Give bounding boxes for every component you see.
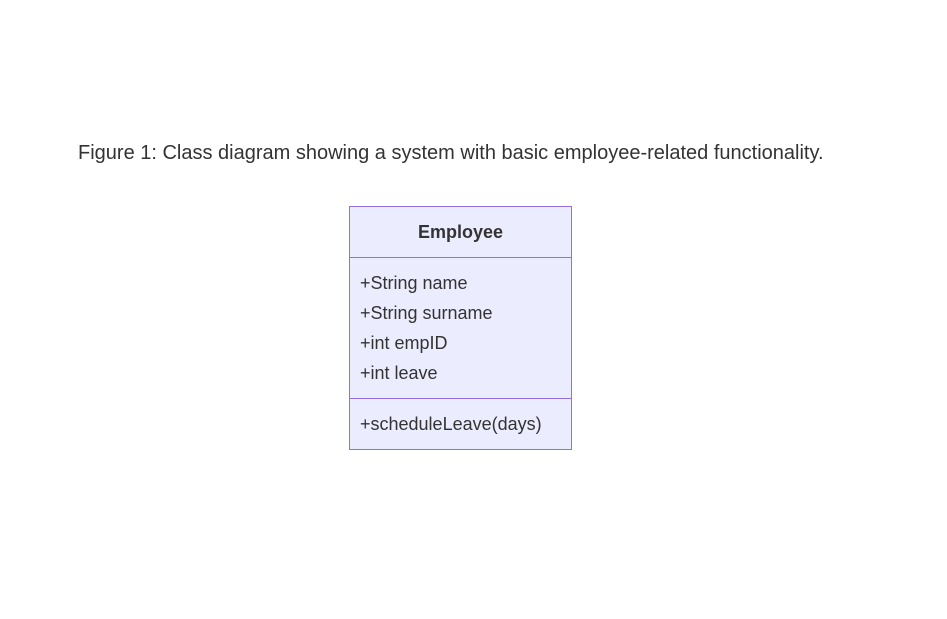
uml-class-title-section: Employee bbox=[350, 207, 571, 258]
uml-method: +scheduleLeave(days) bbox=[360, 409, 561, 439]
uml-attribute: +int empID bbox=[360, 328, 561, 358]
uml-class-name: Employee bbox=[360, 217, 561, 247]
uml-class-methods-section: +scheduleLeave(days) bbox=[350, 399, 571, 449]
uml-class-attributes-section: +String name +String surname +int empID … bbox=[350, 258, 571, 399]
uml-attribute: +String name bbox=[360, 268, 561, 298]
uml-class-box: Employee +String name +String surname +i… bbox=[349, 206, 572, 450]
uml-attribute: +int leave bbox=[360, 358, 561, 388]
diagram-canvas: Figure 1: Class diagram showing a system… bbox=[0, 0, 947, 619]
figure-caption: Figure 1: Class diagram showing a system… bbox=[78, 142, 824, 165]
uml-attribute: +String surname bbox=[360, 298, 561, 328]
